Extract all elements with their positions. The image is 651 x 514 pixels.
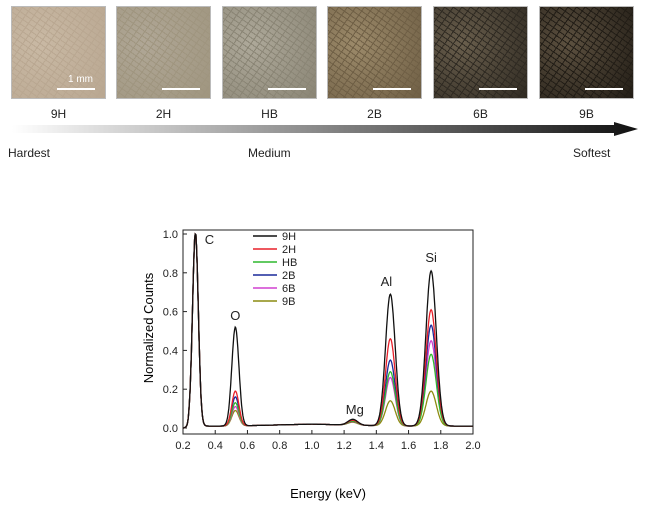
- x-axis-label: Energy (keV): [290, 486, 366, 501]
- hardest-label: Hardest: [8, 146, 51, 160]
- micrograph-texture: [223, 7, 316, 98]
- legend-label-2b: 2B: [282, 270, 295, 282]
- eds-spectrum-chart: 0.2 0.4 0.6 0.8 1.0 1.2 1.4 1.6 1.8 2.0 0.0 0.2 0.4 0…: [141, 229, 481, 501]
- legend-label-6b: 6B: [282, 283, 295, 295]
- micrograph-texture: [328, 7, 421, 98]
- x-tick-label: 1.8: [433, 440, 448, 452]
- x-tick-label: 0.4: [208, 440, 223, 452]
- x-tick-label: 1.0: [304, 440, 319, 452]
- x-tick-label: 0.8: [272, 440, 287, 452]
- x-tick-label: 0.6: [240, 440, 255, 452]
- peak-label-o: O: [230, 308, 240, 323]
- legend-label-9h: 9H: [282, 231, 296, 243]
- spectrum-lines: [183, 232, 473, 429]
- plot-frame: [182, 229, 474, 435]
- softest-label: Softest: [573, 146, 611, 160]
- y-tick-label: 0.4: [163, 345, 178, 357]
- peak-label-si: Si: [425, 250, 437, 265]
- scale-bar: [57, 88, 95, 90]
- y-tick-label: 1.0: [163, 229, 178, 241]
- y-tick-label: 0.2: [163, 384, 178, 396]
- micrograph-texture: [117, 7, 210, 98]
- x-tick-label: 1.6: [401, 440, 416, 452]
- x-tick-label: 1.4: [369, 440, 384, 452]
- scale-bar: [479, 88, 517, 90]
- micrograph-6b: [433, 6, 528, 99]
- y-tick-label: 0.6: [163, 307, 178, 319]
- series-line-9h: [183, 232, 473, 429]
- micrograph-2h: [116, 6, 211, 99]
- micrograph-hb: [222, 6, 317, 99]
- x-tick-label: 2.0: [465, 440, 480, 452]
- medium-label: Medium: [248, 146, 291, 160]
- micrograph-texture: [540, 7, 633, 98]
- peak-label-c: C: [205, 232, 214, 247]
- peak-label-al: Al: [381, 274, 393, 289]
- grade-label-hb: HB: [261, 107, 278, 121]
- scale-bar: [585, 88, 623, 90]
- peak-labels: C O Mg Al Si: [205, 232, 437, 417]
- peak-label-mg: Mg: [346, 402, 364, 417]
- micrograph-9h: 1 mm: [11, 6, 106, 99]
- grade-label-2b: 2B: [367, 107, 382, 121]
- micrograph-texture: [434, 7, 527, 98]
- y-axis-label: Normalized Counts: [141, 272, 156, 383]
- grade-label-6b: 6B: [473, 107, 488, 121]
- chart-axes: 0.2 0.4 0.6 0.8 1.0 1.2 1.4 1.6 1.8 2.0 0.0 0.2 0.4 0…: [163, 229, 481, 452]
- grade-label-2h: 2H: [155, 107, 172, 121]
- micrograph-texture: [12, 7, 105, 98]
- y-tick-label: 0.8: [163, 268, 178, 280]
- micrograph-9b: [539, 6, 634, 99]
- micrograph-2b: [327, 6, 422, 99]
- scale-bar: [268, 88, 306, 90]
- hardness-gradient-arrow: [12, 122, 638, 136]
- legend-label-9b: 9B: [282, 296, 295, 308]
- scale-bar-label: 1 mm: [68, 74, 93, 85]
- legend-label-2h: 2H: [282, 244, 296, 256]
- scale-bar: [162, 88, 200, 90]
- grade-label-9b: 9B: [579, 107, 594, 121]
- grade-label-9h: 9H: [50, 107, 67, 121]
- x-tick-label: 1.2: [336, 440, 351, 452]
- legend-label-hb: HB: [282, 257, 297, 269]
- scale-bar: [373, 88, 411, 90]
- y-tick-label: 0.0: [163, 423, 178, 435]
- x-tick-label: 0.2: [175, 440, 190, 452]
